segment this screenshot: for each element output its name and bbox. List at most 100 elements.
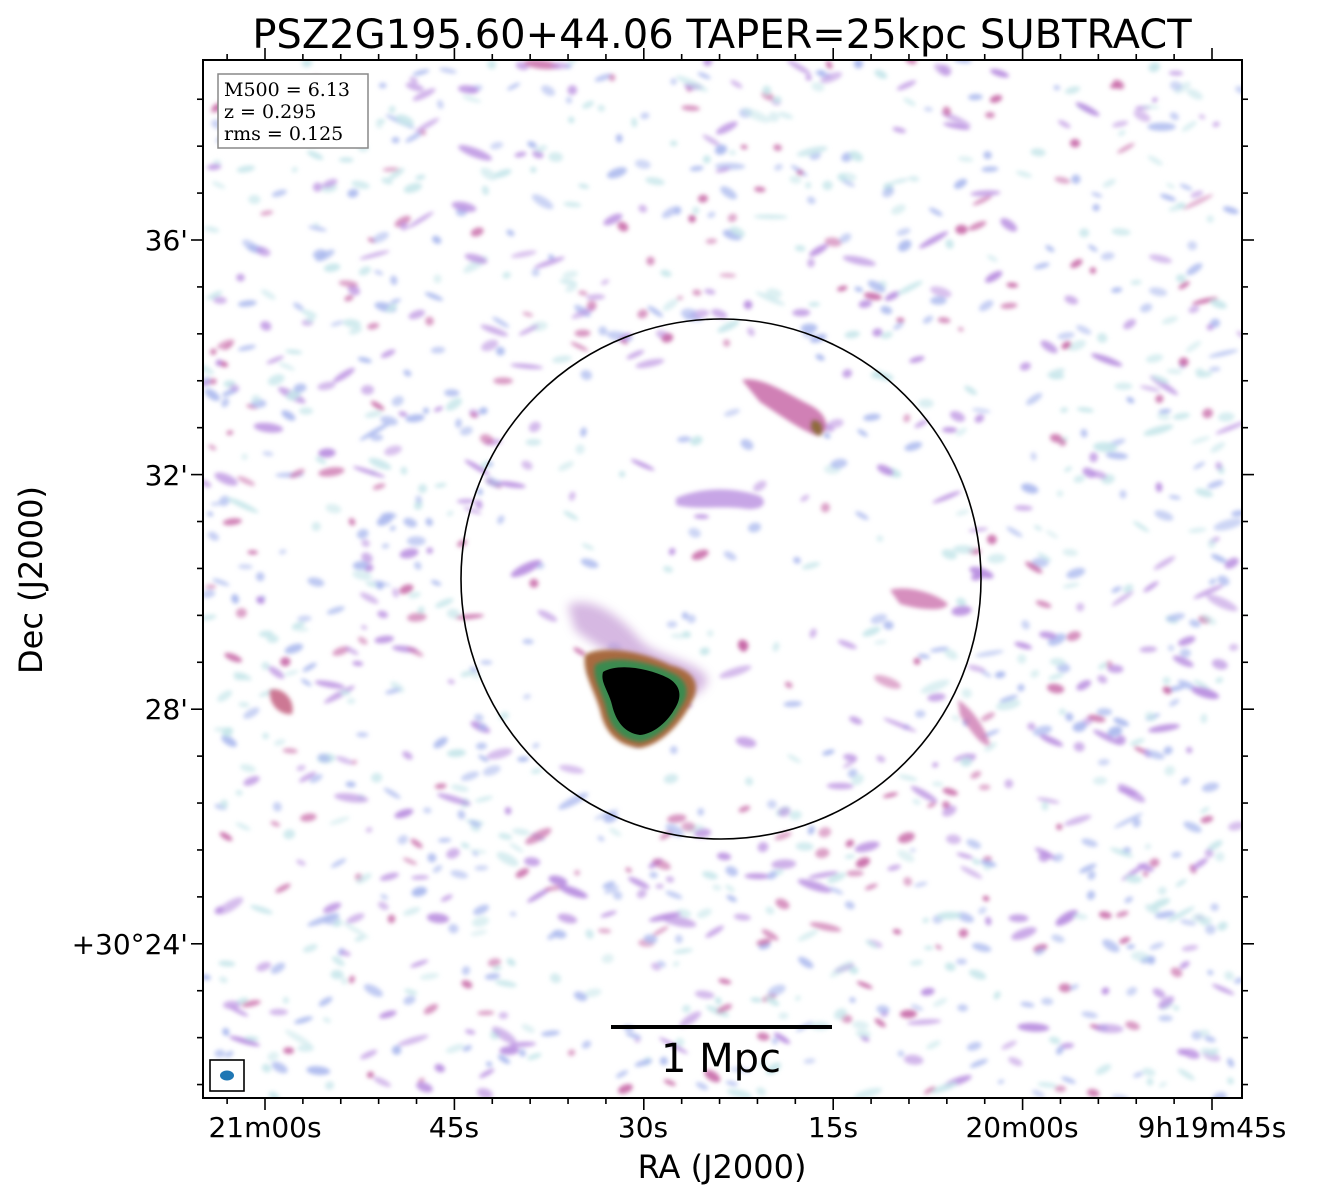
noise-blob: [380, 349, 396, 359]
noise-blob: [797, 929, 819, 942]
noise-blob: [837, 285, 848, 292]
noise-blob: [600, 910, 617, 918]
noise-blob: [634, 1059, 653, 1067]
noise-blob: [330, 320, 344, 327]
noise-blob: [1087, 714, 1106, 723]
noise-blob: [972, 195, 992, 206]
noise-blob: [347, 285, 361, 296]
noise-blob: [643, 934, 658, 944]
noise-blob: [403, 995, 416, 1005]
noise-blob: [711, 308, 728, 319]
noise-blob: [1154, 910, 1176, 919]
noise-blob: [887, 864, 901, 871]
noise-blob: [305, 317, 315, 323]
noise-blob: [986, 534, 997, 545]
x-tick-labels: 21m00s 45s 30s 15s 20m00s 9h19m45s: [208, 1111, 1286, 1144]
noise-blob: [325, 503, 342, 514]
noise-blob: [241, 453, 248, 461]
noise-blob: [942, 106, 951, 116]
noise-blob: [419, 972, 440, 980]
noise-blob: [525, 438, 542, 446]
noise-blob: [882, 187, 895, 198]
noise-blob: [1021, 483, 1039, 494]
noise-blob: [389, 525, 396, 531]
noise-blob: [524, 857, 541, 867]
noise-blob: [922, 315, 934, 324]
noise-blob: [1212, 121, 1220, 128]
noise-blob: [1204, 849, 1214, 858]
noise-blob: [1204, 1035, 1216, 1043]
noise-blob: [260, 289, 276, 300]
noise-blob: [1200, 815, 1214, 824]
noise-blob: [1207, 539, 1216, 549]
noise-blob: [989, 94, 1003, 103]
noise-blob: [1161, 316, 1179, 325]
noise-blob: [660, 269, 672, 278]
noise-blob: [341, 977, 348, 985]
noise-blob: [926, 1040, 941, 1050]
noise-blob: [903, 413, 911, 423]
noise-blob: [222, 1027, 230, 1036]
noise-blob: [476, 488, 483, 496]
noise-blob: [402, 857, 418, 865]
noise-blob: [1198, 1029, 1210, 1037]
noise-blob: [1086, 890, 1096, 900]
noise-blob: [1037, 1082, 1057, 1088]
noise-blob: [740, 144, 748, 150]
noise-blob: [932, 997, 948, 1007]
noise-blob: [806, 196, 816, 205]
noise-blob: [283, 1047, 295, 1055]
noise-blob: [853, 1087, 883, 1098]
noise-blob: [297, 615, 312, 622]
noise-blob: [495, 346, 505, 356]
noise-blob: [729, 226, 746, 237]
noise-blob: [765, 906, 775, 915]
noise-blob: [1217, 412, 1235, 422]
noise-blob: [261, 1063, 272, 1073]
noise-blob: [475, 499, 483, 510]
noise-blob: [1166, 368, 1182, 375]
noise-blob: [463, 506, 482, 515]
noise-blob: [985, 111, 995, 119]
noise-blob: [417, 606, 425, 615]
noise-blob: [1068, 339, 1086, 352]
noise-blob: [414, 561, 422, 570]
noise-blob: [487, 60, 497, 70]
noise-blob: [987, 553, 1006, 564]
noise-blob: [728, 150, 736, 156]
noise-blob: [762, 85, 772, 96]
noise-blob: [1142, 871, 1149, 877]
noise-blob: [282, 996, 289, 1004]
noise-blob: [548, 254, 555, 260]
noise-blob: [822, 749, 835, 756]
noise-blob: [1038, 851, 1050, 862]
noise-blob: [1051, 934, 1065, 943]
noise-blob: [914, 881, 928, 887]
noise-blob: [312, 182, 323, 192]
noise-blob: [1215, 677, 1224, 684]
noise-blob: [380, 415, 398, 426]
noise-blob: [1076, 602, 1085, 612]
noise-blob: [285, 349, 303, 355]
noise-blob: [1174, 81, 1191, 94]
radio-image: [203, 60, 1242, 1098]
noise-blob: [1222, 206, 1239, 215]
noise-blob: [1086, 1088, 1100, 1098]
noise-blob: [807, 825, 815, 835]
noise-blob: [1079, 228, 1090, 238]
noise-blob: [792, 308, 811, 317]
noise-blob: [1093, 442, 1118, 453]
noise-blob: [704, 288, 716, 295]
noise-blob: [755, 291, 785, 306]
noise-blob: [975, 650, 1004, 657]
noise-blob: [570, 341, 589, 352]
noise-blob: [541, 1030, 560, 1037]
noise-blob: [437, 793, 471, 806]
noise-blob: [679, 1011, 702, 1028]
noise-blob: [682, 1004, 691, 1013]
noise-blob: [434, 483, 447, 488]
noise-blob: [918, 231, 949, 249]
noise-blob: [418, 484, 428, 494]
noise-blob: [809, 628, 817, 639]
noise-blob: [415, 495, 423, 504]
